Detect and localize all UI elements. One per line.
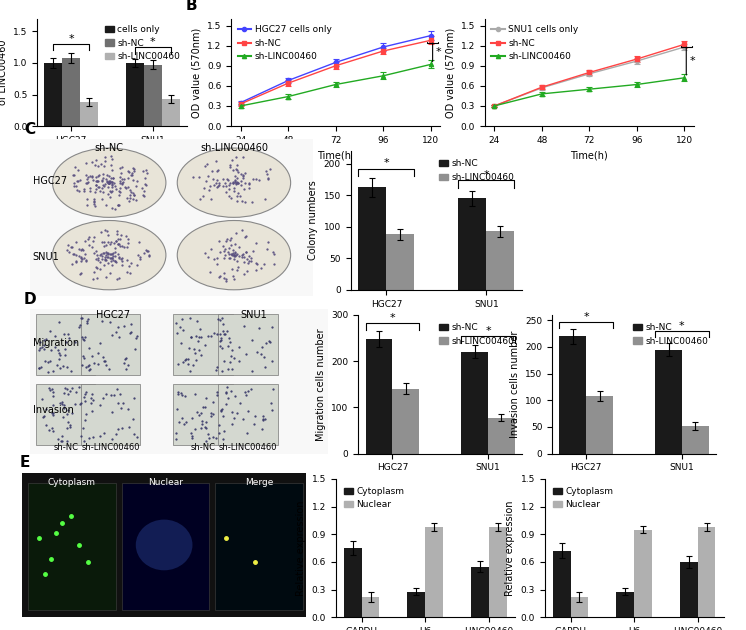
Text: *: * (436, 47, 441, 57)
Text: sh-LINC00460: sh-LINC00460 (200, 143, 268, 153)
Y-axis label: OD value (570nm): OD value (570nm) (445, 27, 455, 118)
FancyBboxPatch shape (36, 384, 95, 445)
Bar (471, 566, 489, 617)
Legend: Cytoplasm, Nuclear: Cytoplasm, Nuclear (340, 483, 408, 513)
Bar (44, 63, 62, 126)
FancyBboxPatch shape (215, 483, 303, 610)
Bar (80, 102, 98, 126)
Text: *: * (679, 321, 685, 331)
Text: *: * (389, 313, 395, 323)
Ellipse shape (178, 220, 291, 290)
FancyBboxPatch shape (28, 483, 116, 610)
Bar (392, 389, 419, 454)
FancyBboxPatch shape (81, 314, 140, 375)
Bar (126, 63, 144, 126)
Legend: cells only, sh-NC, sh-LINC00460: cells only, sh-NC, sh-LINC00460 (103, 23, 182, 63)
Text: *: * (383, 159, 389, 168)
Bar (634, 530, 652, 617)
Bar (655, 350, 682, 454)
X-axis label: Time(h): Time(h) (317, 151, 354, 160)
Bar (144, 65, 162, 126)
Text: Merge: Merge (245, 478, 273, 487)
Text: *: * (485, 326, 491, 336)
Legend: SNU1 cells only, sh-NC, sh-LINC00460: SNU1 cells only, sh-NC, sh-LINC00460 (489, 23, 580, 63)
Ellipse shape (178, 148, 291, 217)
Text: Cytoplasm: Cytoplasm (48, 478, 96, 487)
Text: sh-NC: sh-NC (53, 443, 78, 452)
Bar (616, 592, 634, 617)
Bar (488, 418, 515, 454)
Legend: Cytoplasm, Nuclear: Cytoplasm, Nuclear (549, 483, 617, 513)
Bar (366, 339, 392, 454)
Text: *: * (583, 312, 589, 321)
Legend: sh-NC, sh-LINC00460: sh-NC, sh-LINC00460 (435, 319, 518, 349)
Bar (458, 198, 486, 290)
Text: sh-NC: sh-NC (190, 443, 216, 452)
X-axis label: Time(h): Time(h) (571, 151, 608, 160)
FancyBboxPatch shape (218, 384, 278, 445)
Bar (560, 336, 586, 454)
Ellipse shape (136, 520, 192, 570)
Y-axis label: Relative expression level
of LINC00460: Relative expression level of LINC00460 (0, 11, 7, 134)
Text: HGC27: HGC27 (33, 176, 67, 186)
Text: Migration: Migration (33, 338, 79, 348)
FancyBboxPatch shape (81, 384, 140, 445)
Text: SNU1: SNU1 (240, 310, 267, 320)
FancyBboxPatch shape (36, 314, 95, 375)
Bar (344, 548, 362, 617)
Bar (486, 231, 515, 290)
Text: B: B (185, 0, 197, 13)
Y-axis label: OD value (570nm): OD value (570nm) (192, 27, 201, 118)
Y-axis label: Migration cells number: Migration cells number (316, 328, 325, 440)
Text: SNU1: SNU1 (33, 252, 60, 261)
Text: *: * (483, 170, 489, 180)
FancyBboxPatch shape (173, 314, 233, 375)
Bar (162, 99, 180, 126)
Bar (571, 597, 589, 617)
Bar (553, 551, 571, 617)
Bar (358, 187, 386, 290)
Legend: HGC27 cells only, sh-NC, sh-LINC00460: HGC27 cells only, sh-NC, sh-LINC00460 (236, 23, 333, 63)
Text: sh-NC: sh-NC (95, 143, 124, 153)
Bar (362, 597, 380, 617)
Text: Nuclear: Nuclear (148, 478, 183, 487)
Y-axis label: Invasion cells number: Invasion cells number (510, 331, 519, 438)
Text: *: * (68, 34, 74, 43)
Bar (682, 426, 709, 454)
Bar (586, 396, 613, 454)
Text: HGC27: HGC27 (96, 310, 131, 320)
Bar (489, 527, 507, 617)
Bar (698, 527, 715, 617)
Legend: sh-NC, sh-LINC00460: sh-NC, sh-LINC00460 (629, 319, 712, 349)
Bar (461, 352, 488, 454)
Text: Invasion: Invasion (33, 405, 74, 415)
Bar (425, 527, 443, 617)
Ellipse shape (52, 220, 166, 290)
Ellipse shape (52, 148, 166, 217)
Text: *: * (689, 56, 695, 66)
Text: E: E (19, 455, 30, 470)
Y-axis label: Relative expression: Relative expression (296, 500, 306, 596)
Text: C: C (24, 122, 35, 137)
Y-axis label: Relative expression: Relative expression (505, 500, 515, 596)
Legend: sh-NC, sh-LINC00460: sh-NC, sh-LINC00460 (435, 156, 518, 185)
FancyBboxPatch shape (122, 483, 210, 610)
Text: sh-LINC00460: sh-LINC00460 (219, 443, 277, 452)
FancyBboxPatch shape (173, 384, 233, 445)
Text: sh-LINC00460: sh-LINC00460 (81, 443, 140, 452)
Y-axis label: Colony numbers: Colony numbers (308, 181, 318, 260)
Text: D: D (24, 292, 37, 307)
Bar (386, 234, 415, 290)
Bar (407, 592, 425, 617)
Text: *: * (150, 37, 156, 47)
Bar (680, 562, 698, 617)
Bar (62, 58, 80, 126)
FancyBboxPatch shape (218, 314, 278, 375)
